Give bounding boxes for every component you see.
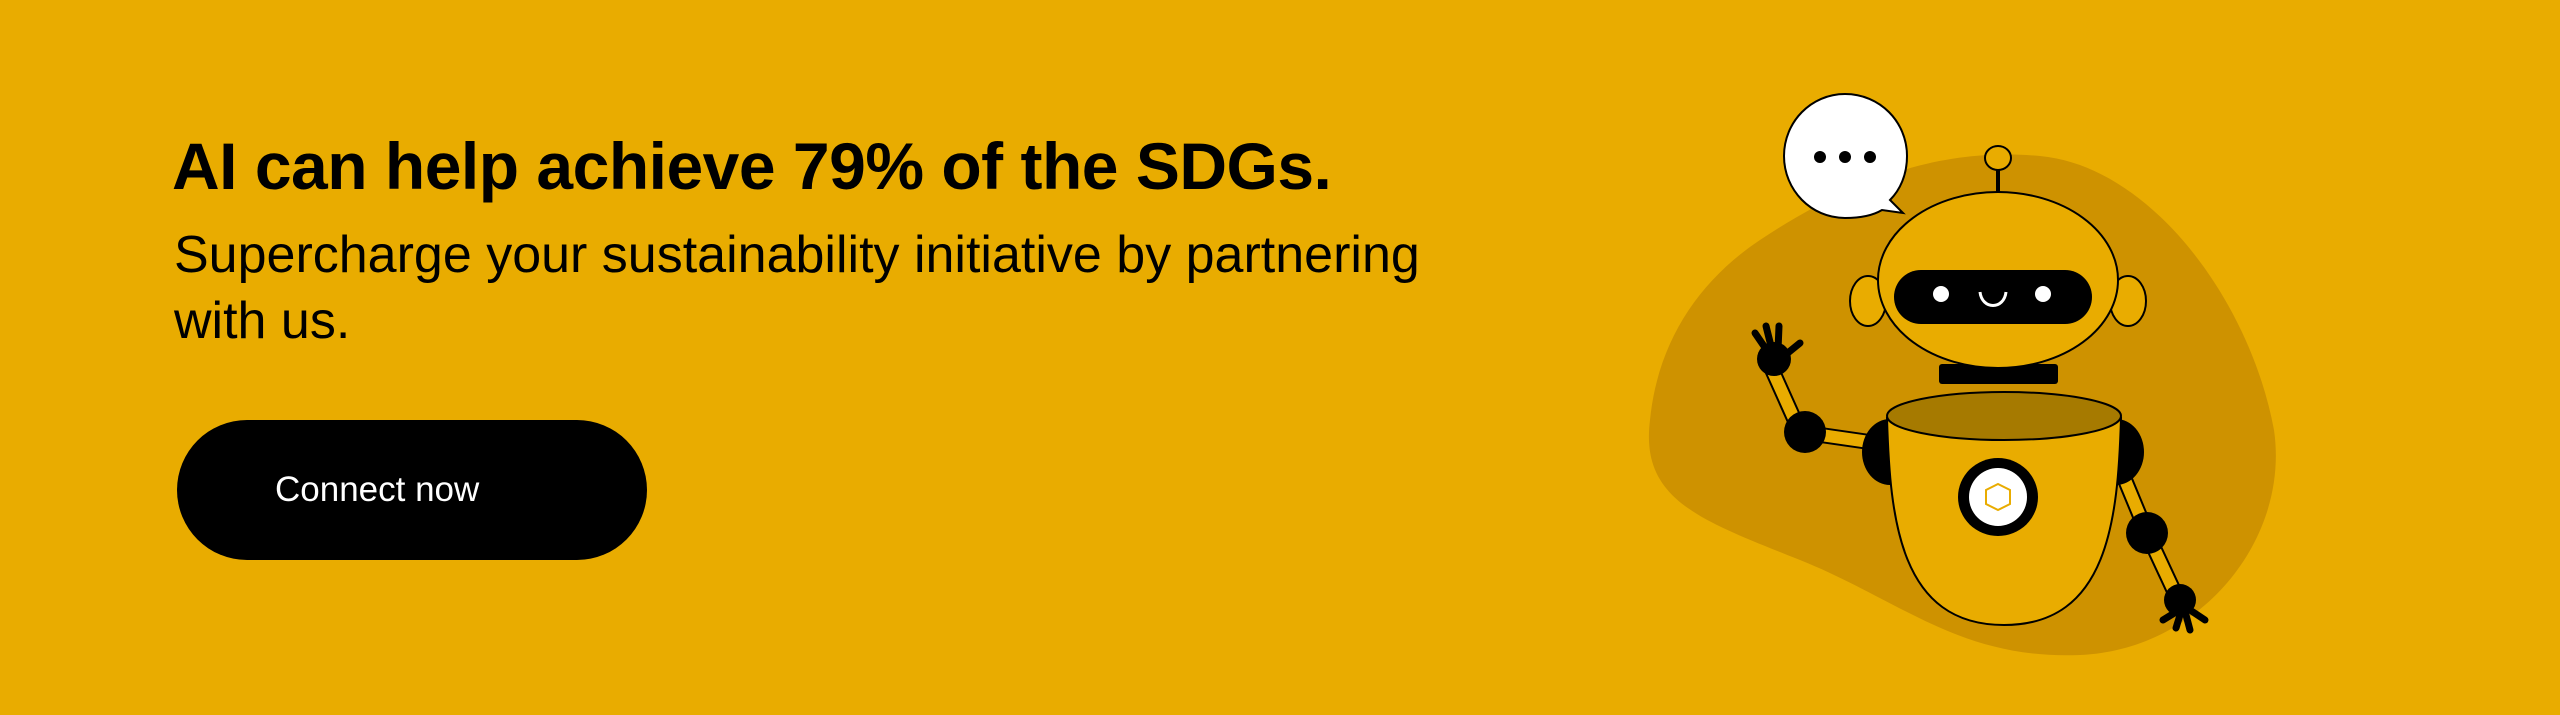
- headline: AI can help achieve 79% of the SDGs.: [172, 129, 1332, 203]
- eye-icon: [1933, 286, 1949, 302]
- left-arm: [1751, 322, 1898, 453]
- subtitle: Supercharge your sustainability initiati…: [174, 226, 1420, 350]
- hexagon-logo-icon: [1985, 482, 2011, 512]
- speech-bubble-icon: [1782, 92, 1909, 220]
- eye-icon: [2035, 286, 2051, 302]
- robot-head: [1877, 191, 2119, 369]
- smile-icon: [1978, 291, 2008, 307]
- connect-now-button[interactable]: Connect now: [177, 420, 647, 560]
- robot-body: [1885, 391, 2123, 627]
